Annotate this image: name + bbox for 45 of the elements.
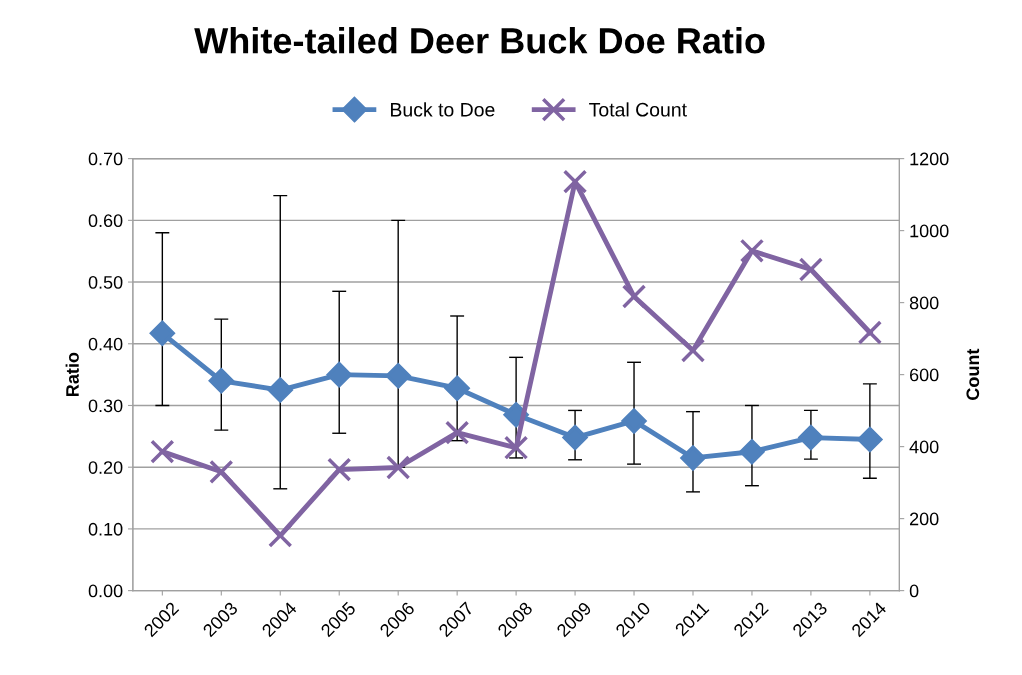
chart-title: White-tailed Deer Buck Doe Ratio — [194, 27, 765, 54]
y2-tick-label: 1000 — [910, 224, 949, 238]
point — [385, 363, 411, 389]
y2-tick-label: 600 — [910, 368, 939, 382]
y-tick-label: 0.10 — [88, 522, 123, 536]
y2-tick-label: 200 — [909, 512, 939, 526]
point — [503, 435, 529, 460]
y-tick-label: 0.70 — [88, 152, 123, 166]
point — [680, 338, 706, 363]
point — [444, 375, 470, 401]
legend-label: Total Count — [589, 102, 687, 117]
point — [680, 445, 706, 471]
point — [739, 439, 765, 465]
point — [209, 459, 234, 484]
point — [562, 169, 588, 194]
y-tick-label: 0.40 — [88, 337, 123, 351]
point — [386, 455, 411, 480]
y-axis-title: Ratio — [65, 352, 79, 396]
y-tick-label: 0.60 — [88, 214, 123, 228]
point — [739, 238, 765, 263]
point — [798, 257, 824, 282]
y-tick-label: 0.50 — [88, 275, 123, 289]
point — [268, 523, 293, 548]
point — [149, 320, 175, 346]
point — [327, 457, 352, 482]
point — [444, 420, 470, 445]
point — [621, 284, 647, 309]
point — [267, 377, 293, 403]
y-tick-label: 0.00 — [88, 584, 123, 598]
point — [208, 368, 234, 394]
y2-tick-label: 1200 — [910, 152, 949, 166]
point — [326, 362, 352, 388]
point — [798, 425, 824, 451]
point — [857, 320, 883, 345]
y-tick-label: 0.20 — [88, 461, 123, 474]
point — [562, 425, 588, 451]
point — [150, 439, 175, 464]
point — [857, 426, 883, 452]
y-tick-label: 0.30 — [88, 399, 123, 413]
legend-label: Buck to Doe — [391, 102, 495, 117]
point — [621, 408, 647, 434]
y2-tick-label: 400 — [909, 440, 939, 454]
y2-tick-label: 800 — [909, 296, 939, 310]
y2-tick-label: 0 — [909, 584, 919, 598]
y2-axis-title: Count — [966, 348, 980, 400]
